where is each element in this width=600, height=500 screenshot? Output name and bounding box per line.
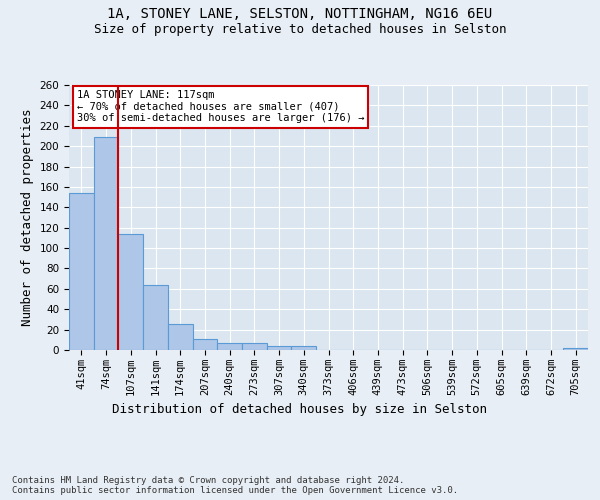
Bar xyxy=(168,324,193,350)
Text: 1A, STONEY LANE, SELSTON, NOTTINGHAM, NG16 6EU: 1A, STONEY LANE, SELSTON, NOTTINGHAM, NG… xyxy=(107,8,493,22)
Bar xyxy=(292,346,316,350)
Bar xyxy=(563,348,588,350)
Text: Contains HM Land Registry data © Crown copyright and database right 2024.
Contai: Contains HM Land Registry data © Crown c… xyxy=(12,476,458,495)
Bar xyxy=(69,193,94,350)
Bar xyxy=(267,346,292,350)
Bar xyxy=(143,285,168,350)
Bar xyxy=(193,339,217,350)
Bar xyxy=(242,343,267,350)
Bar xyxy=(118,234,143,350)
Text: Size of property relative to detached houses in Selston: Size of property relative to detached ho… xyxy=(94,22,506,36)
Text: Distribution of detached houses by size in Selston: Distribution of detached houses by size … xyxy=(113,402,487,415)
Bar xyxy=(217,343,242,350)
Bar xyxy=(94,137,118,350)
Y-axis label: Number of detached properties: Number of detached properties xyxy=(21,109,34,326)
Text: 1A STONEY LANE: 117sqm
← 70% of detached houses are smaller (407)
30% of semi-de: 1A STONEY LANE: 117sqm ← 70% of detached… xyxy=(77,90,364,124)
